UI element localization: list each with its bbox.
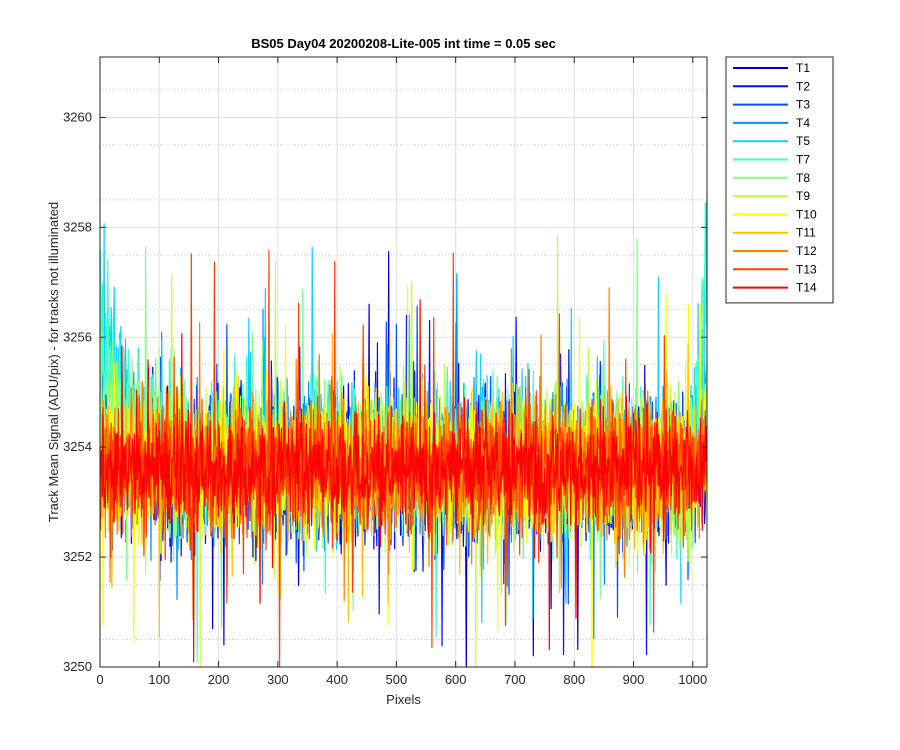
legend-item-t7: T7 — [733, 153, 810, 167]
legend-label: T14 — [796, 281, 817, 295]
series-line-t14 — [100, 299, 707, 663]
legend-label: T1 — [796, 61, 810, 75]
y-axis-label: Track Mean Signal (ADU/pix) - for tracks… — [46, 202, 61, 522]
legend-item-t1: T1 — [733, 61, 810, 75]
x-tick-label: 100 — [148, 672, 170, 687]
y-tick-label: 3252 — [63, 549, 92, 564]
legend-item-t3: T3 — [733, 98, 810, 112]
x-tick-label: 600 — [445, 672, 467, 687]
legend-item-t13: T13 — [733, 262, 817, 276]
series-lines — [100, 201, 707, 667]
y-tick-label: 3254 — [63, 439, 92, 454]
x-tick-label: 1000 — [678, 672, 707, 687]
legend-label: T10 — [796, 207, 817, 221]
axes-box — [99, 56, 708, 668]
legend-label: T9 — [796, 189, 810, 203]
y-tick-label: 3258 — [63, 219, 92, 234]
y-tick-label: 3260 — [63, 109, 92, 124]
x-tick-label: 800 — [563, 672, 585, 687]
legend-item-t9: T9 — [733, 189, 810, 203]
legend-item-t10: T10 — [733, 207, 817, 221]
x-tick-label: 300 — [267, 672, 289, 687]
x-tick-label: 400 — [326, 672, 348, 687]
legend-label: T8 — [796, 171, 810, 185]
legend-item-t4: T4 — [733, 116, 810, 130]
x-axis-label: Pixels — [386, 692, 421, 707]
x-tick-label: 700 — [504, 672, 526, 687]
legend-item-t11: T11 — [733, 226, 816, 240]
y-tick-label: 3250 — [63, 659, 92, 674]
legend-item-t5: T5 — [733, 134, 810, 148]
legend-box — [725, 56, 834, 304]
legend: T1 T2 T3 T4 T5 T7 T8 T9 T10 T11 T12 T13 T14 — [725, 56, 834, 304]
legend-label: T7 — [796, 153, 810, 167]
legend-label: T12 — [796, 244, 817, 258]
legend-label: T5 — [796, 134, 810, 148]
legend-label: T11 — [796, 226, 816, 240]
x-tick-label: 900 — [623, 672, 645, 687]
chart-title: BS05 Day04 20200208-Lite-005 int time = … — [251, 36, 556, 51]
legend-item-t2: T2 — [733, 79, 810, 93]
legend-label: T13 — [796, 262, 817, 276]
x-tick-label: 500 — [386, 672, 408, 687]
legend-label: T2 — [796, 79, 810, 93]
y-tick-label: 3256 — [63, 329, 92, 344]
legend-item-t8: T8 — [733, 171, 810, 185]
legend-label: T3 — [796, 98, 810, 112]
series-line-t13 — [100, 249, 707, 667]
x-tick-label: 200 — [208, 672, 230, 687]
legend-item-t14: T14 — [733, 281, 817, 295]
axis-ticks: 0 100 200 300 400 500 600 700 800 900 1000 3250 3252… — [63, 57, 707, 687]
x-tick-label: 0 — [96, 672, 103, 687]
plot-area — [100, 57, 707, 667]
legend-label: T4 — [796, 116, 810, 130]
legend-item-t12: T12 — [733, 244, 817, 258]
